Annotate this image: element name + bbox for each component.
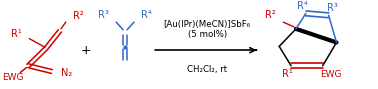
Text: R²: R² [73,11,84,21]
Text: R⁴: R⁴ [297,1,307,11]
Text: (5 mol%): (5 mol%) [187,30,227,39]
Text: R³: R³ [327,3,338,13]
Text: N₂: N₂ [61,68,72,78]
Text: R¹: R¹ [11,29,21,39]
Text: R²: R² [265,10,276,20]
Text: EWG: EWG [320,70,341,79]
Text: EWG: EWG [2,73,23,82]
Text: +: + [80,44,91,57]
Text: R⁴: R⁴ [141,10,152,20]
Text: CH₂Cl₂, rt: CH₂Cl₂, rt [187,65,227,74]
Text: R¹: R¹ [282,69,293,79]
Text: R³: R³ [98,10,109,20]
Text: [Au(IPr)(MeCN)]SbF₆: [Au(IPr)(MeCN)]SbF₆ [164,19,251,29]
